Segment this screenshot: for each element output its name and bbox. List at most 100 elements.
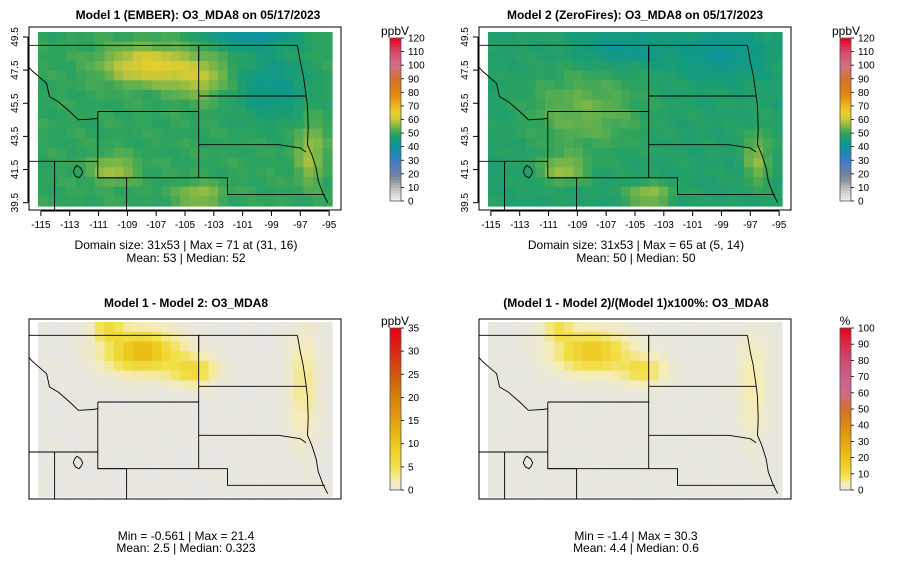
heatmap-cell [151, 51, 162, 62]
heatmap-cell [554, 448, 565, 459]
heatmap-cell [649, 41, 660, 52]
colorbar-tick-label: 70 [408, 101, 420, 112]
heatmap-cell [696, 428, 707, 440]
colorbar-segment [840, 127, 851, 131]
heatmap-cell [38, 90, 49, 101]
heatmap-cell [38, 99, 49, 110]
heatmap-cell [488, 370, 499, 381]
colorbar-segment [840, 165, 851, 169]
heatmap-cell [753, 360, 764, 372]
heatmap-cell [744, 119, 755, 130]
heatmap-cell [772, 186, 783, 197]
heatmap-cell [151, 477, 162, 488]
heatmap-cell [161, 61, 172, 72]
heatmap-cell [563, 90, 574, 101]
heatmap-cell [265, 370, 276, 381]
heatmap-cell [715, 70, 726, 81]
heatmap-cell [563, 477, 574, 488]
heatmap-cell [744, 390, 755, 401]
heatmap-cell [142, 148, 153, 159]
heatmap-cell [582, 186, 593, 197]
heatmap-cell [189, 331, 200, 343]
heatmap-cell [113, 148, 124, 159]
heatmap-cell [734, 370, 745, 381]
heatmap-cell [303, 167, 314, 178]
heatmap-cell [687, 448, 698, 459]
heatmap-cell [66, 157, 77, 168]
heatmap-cell [772, 90, 783, 101]
heatmap-cell [772, 322, 783, 333]
colorbar-segment [390, 46, 401, 50]
heatmap-cell [218, 51, 229, 62]
heatmap-cell [322, 61, 333, 72]
colorbar-tick-label: 0 [858, 197, 864, 208]
heatmap-cell [218, 467, 229, 479]
heatmap-cell [170, 157, 181, 168]
heatmap-cell [303, 399, 314, 411]
heatmap-cell [658, 409, 669, 420]
heatmap-cell [199, 477, 210, 488]
heatmap-cell [322, 148, 333, 159]
heatmap-cell [142, 186, 153, 197]
heatmap-cell [554, 351, 565, 362]
colorbar-segment [840, 473, 851, 477]
heatmap-cell [715, 109, 726, 120]
heatmap-cell [772, 409, 783, 420]
colorbar-segment [840, 368, 851, 372]
heatmap-cell [303, 61, 314, 72]
heatmap-cell [525, 32, 537, 43]
heatmap-cell [218, 419, 229, 430]
heatmap-cell [170, 419, 181, 430]
heatmap-cell [677, 128, 688, 139]
heatmap-cell [668, 409, 679, 420]
heatmap-cell [715, 51, 726, 62]
heatmap-cell [544, 61, 555, 72]
heatmap-cell [582, 41, 593, 52]
heatmap-cell [725, 341, 736, 352]
heatmap-cell [620, 128, 631, 139]
heatmap-cell [284, 458, 295, 469]
heatmap-cell [104, 138, 115, 149]
heatmap-cell [620, 331, 631, 343]
heatmap-cell [256, 109, 267, 120]
heatmap-cell [506, 448, 518, 459]
colorbar-segment [840, 171, 851, 175]
heatmap-cell [734, 90, 745, 101]
heatmap-cell [180, 177, 191, 188]
heatmap-cell [227, 148, 238, 159]
heatmap-cell [649, 428, 660, 440]
heatmap-cell [734, 196, 745, 207]
heatmap-cell [294, 351, 305, 362]
heatmap-cell [706, 351, 717, 362]
heatmap-cell [294, 70, 305, 81]
heatmap-cell [630, 399, 641, 411]
colorbar-segment [390, 54, 401, 58]
heatmap-cell [563, 119, 574, 130]
heatmap-cell [151, 177, 162, 188]
heatmap-cell [744, 41, 755, 52]
heatmap-cell [85, 119, 96, 130]
heatmap-cell [66, 148, 77, 159]
heatmap-cell [246, 51, 257, 62]
heatmap-cell [104, 428, 115, 440]
heatmap-cell [658, 167, 669, 178]
heatmap-cell [38, 167, 49, 178]
heatmap-cell [132, 51, 143, 62]
heatmap-cell [734, 419, 745, 430]
heatmap-cell [488, 380, 499, 391]
heatmap-cell [151, 70, 162, 81]
heatmap-cell [725, 477, 736, 488]
heatmap-cell [715, 196, 726, 207]
heatmap-cell [322, 322, 333, 333]
heatmap-cell [180, 32, 191, 43]
heatmap-cell [582, 70, 593, 81]
heatmap-cell [763, 196, 774, 207]
heatmap-cell [94, 51, 105, 62]
colorbar-segment [390, 406, 401, 410]
panel-title: Model 1 (EMBER): O3_MDA8 on 05/17/2023 [76, 8, 321, 22]
heatmap-cell [180, 138, 191, 149]
heatmap-cell [668, 70, 679, 81]
heatmap-cell [497, 399, 508, 411]
heatmap-cell [265, 32, 276, 43]
heatmap-cell [725, 51, 736, 62]
